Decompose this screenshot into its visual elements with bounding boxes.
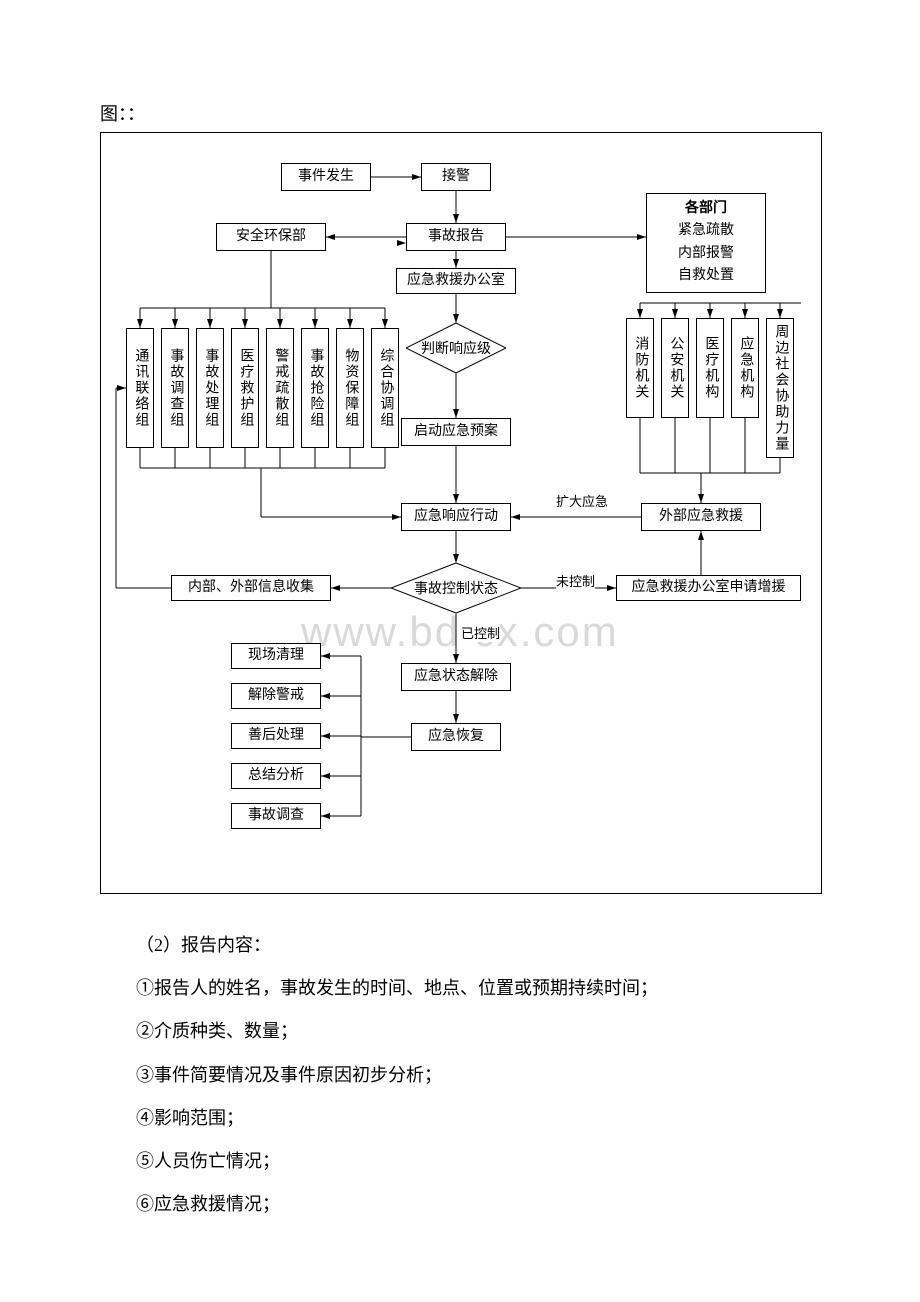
para-4: ③事件简要情况及事件原因初步分析； [100,1054,820,1097]
right-group-0: 消防机关 [626,318,654,418]
node-release: 应急状态解除 [401,663,511,691]
right-group-4: 周边社会协助力量 [766,318,794,458]
node-judge: 判断响应级 [406,323,506,373]
edge-label-uncontrol: 未控制 [556,571,595,590]
node-investigate: 事故调查 [231,803,321,829]
para-1: （2）报告内容： [100,924,820,967]
para-7: ⑥应急救援情况； [100,1183,820,1226]
node-office: 应急救援办公室 [396,268,516,294]
right-group-2: 医疗机构 [696,318,724,418]
para-3: ②介质种类、数量； [100,1010,820,1053]
left-group-3: 医疗救护组 [231,328,259,448]
body-text: （2）报告内容： ①报告人的姓名，事故发生的时间、地点、位置或预期持续时间； ②… [100,924,820,1226]
left-group-0: 通讯联络组 [126,328,154,448]
edge-label-controlled: 已控制 [461,623,500,642]
edge-label-expand: 扩大应急 [556,491,608,510]
node-event: 事件发生 [281,163,371,191]
left-group-1: 事故调查组 [161,328,189,448]
right-group-3: 应急机构 [731,318,759,418]
para-6: ⑤人员伤亡情况； [100,1140,820,1183]
left-group-5: 事故抢险组 [301,328,329,448]
node-alarm: 接警 [421,163,491,191]
dept-box: 各部门 紧急疏散 内部报警 自救处置 [646,193,766,293]
para-2: ①报告人的姓名，事故发生的时间、地点、位置或预期持续时间； [100,967,820,1010]
node-plan: 启动应急预案 [401,418,511,446]
figure-caption: 图：： [100,100,820,126]
node-status: 事故控制状态 [391,563,521,613]
node-recover: 应急恢复 [411,723,501,751]
para-5: ④影响范围； [100,1097,820,1140]
node-clean: 现场清理 [231,643,321,669]
node-action: 应急响应行动 [401,503,511,531]
node-unalert: 解除警戒 [231,683,321,709]
node-after: 善后处理 [231,723,321,749]
watermark: www.bd cx.com [301,608,619,656]
node-extrescue: 外部应急救援 [641,503,761,531]
node-safety: 安全环保部 [216,223,326,251]
node-summary: 总结分析 [231,763,321,789]
flowchart-frame: www.bd cx.com [100,132,822,894]
node-info: 内部、外部信息收集 [171,575,331,601]
right-group-1: 公安机关 [661,318,689,418]
left-group-4: 警戒疏散组 [266,328,294,448]
node-report: 事故报告 [406,223,506,251]
left-group-2: 事故处理组 [196,328,224,448]
left-group-7: 综合协调组 [371,328,399,448]
left-group-6: 物资保障组 [336,328,364,448]
node-reqhelp: 应急救援办公室申请增援 [616,575,801,601]
